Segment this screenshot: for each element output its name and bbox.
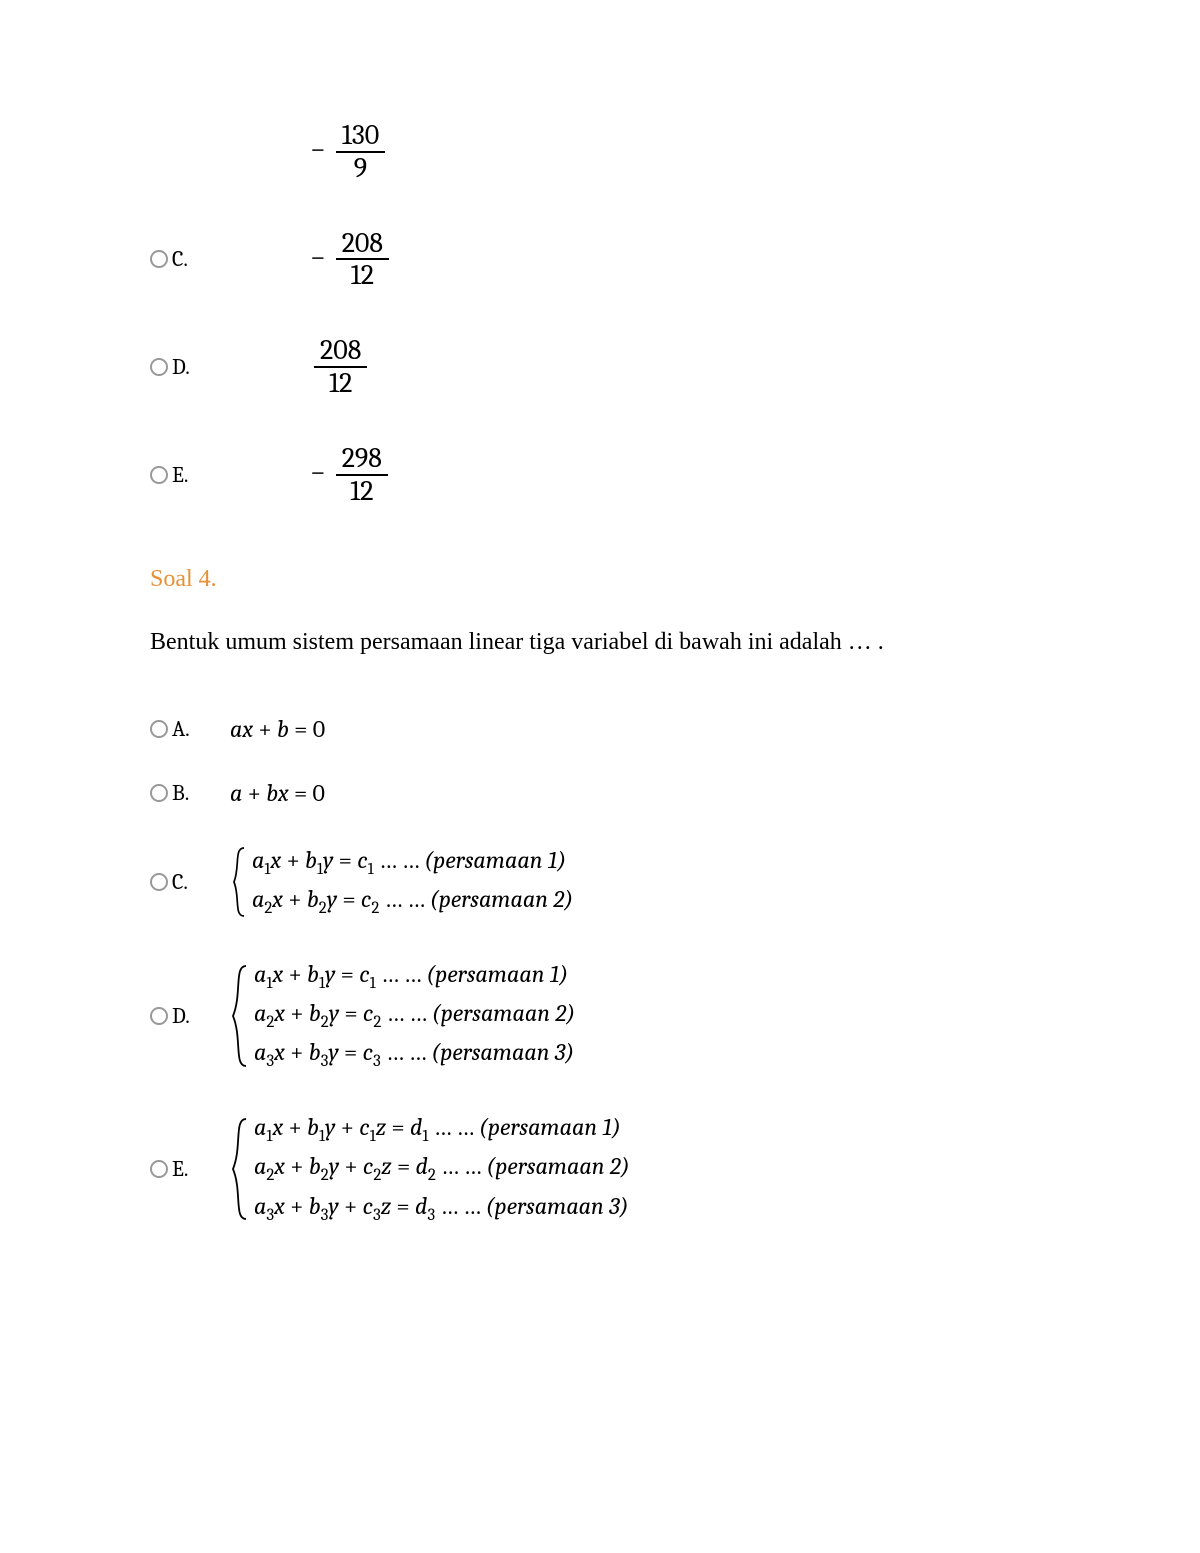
option-label-d[interactable]: D. bbox=[150, 1003, 230, 1029]
q4-option-e: E. a1x + b1y + c1z = d1 … … (persamaan 1… bbox=[150, 1110, 1050, 1227]
q4-option-a: A. ax + b = 0 bbox=[150, 715, 1050, 743]
equation-line: a2x + b2y = c2 … … (persamaan 2) bbox=[252, 882, 573, 921]
equation-line: a2x + b2y = c2 … … (persamaan 2) bbox=[254, 996, 575, 1035]
equation-system: a1x + b1y = c1 … … (persamaan 1) a2x + b… bbox=[230, 843, 573, 921]
numerator: 208 bbox=[336, 228, 389, 261]
radio-icon[interactable] bbox=[150, 784, 168, 802]
system-lines: a1x + b1y = c1 … … (persamaan 1) a2x + b… bbox=[254, 957, 575, 1074]
equation-line: a1x + b1y + c1z = d1 … … (persamaan 1) bbox=[254, 1110, 630, 1149]
option-label-e[interactable]: E. bbox=[150, 1156, 230, 1182]
option-letter: C. bbox=[172, 869, 188, 895]
denominator: 12 bbox=[345, 260, 380, 291]
numerator: 130 bbox=[336, 120, 386, 153]
fraction-expr: − 130 9 bbox=[310, 120, 385, 184]
denominator: 12 bbox=[323, 368, 358, 399]
math-expr: ax + b = 0 bbox=[230, 715, 325, 743]
fraction: 208 12 bbox=[314, 335, 367, 399]
left-brace-icon bbox=[230, 1110, 248, 1227]
minus-sign: − bbox=[310, 133, 326, 165]
option-label-c[interactable]: C. bbox=[150, 869, 230, 895]
radio-icon[interactable] bbox=[150, 358, 168, 376]
option-letter: E. bbox=[172, 1156, 188, 1182]
equation-system: a1x + b1y + c1z = d1 … … (persamaan 1) a… bbox=[230, 1110, 630, 1227]
equation-line: a3x + b3y + c3z = d3 … … (persamaan 3) bbox=[254, 1189, 630, 1228]
option-letter: A. bbox=[172, 716, 190, 742]
option-letter: B. bbox=[172, 780, 189, 806]
radio-icon[interactable] bbox=[150, 250, 168, 268]
option-label-d[interactable]: D. bbox=[150, 354, 230, 380]
q4-option-d: D. a1x + b1y = c1 … … (persamaan 1) a2x … bbox=[150, 957, 1050, 1074]
equation-line: a1x + b1y = c1 … … (persamaan 1) bbox=[254, 957, 575, 996]
option-label-c[interactable]: C. bbox=[150, 246, 230, 272]
system-lines: a1x + b1y + c1z = d1 … … (persamaan 1) a… bbox=[254, 1110, 630, 1227]
equation-system: a1x + b1y = c1 … … (persamaan 1) a2x + b… bbox=[230, 957, 575, 1074]
equation-line: a3x + b3y = c3 … … (persamaan 3) bbox=[254, 1035, 575, 1074]
fraction-expr: 208 12 bbox=[310, 335, 367, 399]
equation-line: a1x + b1y = c1 … … (persamaan 1) bbox=[252, 843, 573, 882]
option-letter: C. bbox=[172, 246, 188, 272]
option-letter: E. bbox=[172, 462, 188, 488]
radio-icon[interactable] bbox=[150, 1160, 168, 1178]
question-title: Soal 4. bbox=[150, 566, 1050, 593]
option-label-b[interactable]: B. bbox=[150, 780, 230, 806]
fraction-expr: − 208 12 bbox=[310, 228, 389, 292]
minus-sign: − bbox=[310, 456, 326, 488]
numerator: 208 bbox=[314, 335, 367, 368]
math-expr: a + bx = 0 bbox=[230, 779, 325, 807]
option-letter: D. bbox=[172, 1003, 190, 1029]
option-label-a[interactable]: A. bbox=[150, 716, 230, 742]
radio-icon[interactable] bbox=[150, 873, 168, 891]
equation-line: a2x + b2y + c2z = d2 … … (persamaan 2) bbox=[254, 1149, 630, 1188]
prev-first-fraction: − 130 9 bbox=[150, 120, 1050, 184]
system-lines: a1x + b1y = c1 … … (persamaan 1) a2x + b… bbox=[252, 843, 573, 921]
q4-option-c: C. a1x + b1y = c1 … … (persamaan 1) a2x … bbox=[150, 843, 1050, 921]
q4-option-b: B. a + bx = 0 bbox=[150, 779, 1050, 807]
fraction: 208 12 bbox=[336, 228, 389, 292]
prev-option-c: C. − 208 12 bbox=[150, 228, 1050, 292]
option-letter: D. bbox=[172, 354, 190, 380]
fraction-expr: − 298 12 bbox=[310, 443, 388, 507]
radio-icon[interactable] bbox=[150, 1007, 168, 1025]
prev-option-e: E. − 298 12 bbox=[150, 443, 1050, 507]
option-label-e[interactable]: E. bbox=[150, 462, 230, 488]
question-text: Bentuk umum sistem persamaan linear tiga… bbox=[150, 621, 1050, 664]
denominator: 9 bbox=[348, 153, 373, 184]
left-brace-icon bbox=[230, 957, 248, 1074]
left-brace-icon bbox=[230, 843, 246, 921]
radio-icon[interactable] bbox=[150, 720, 168, 738]
fraction: 298 12 bbox=[336, 443, 388, 507]
fraction: 130 9 bbox=[336, 120, 386, 184]
radio-icon[interactable] bbox=[150, 466, 168, 484]
prev-option-d: D. 208 12 bbox=[150, 335, 1050, 399]
minus-sign: − bbox=[310, 241, 326, 273]
denominator: 12 bbox=[344, 476, 379, 507]
numerator: 298 bbox=[336, 443, 388, 476]
page: − 130 9 C. − 208 12 D. 208 bbox=[0, 0, 1200, 1553]
